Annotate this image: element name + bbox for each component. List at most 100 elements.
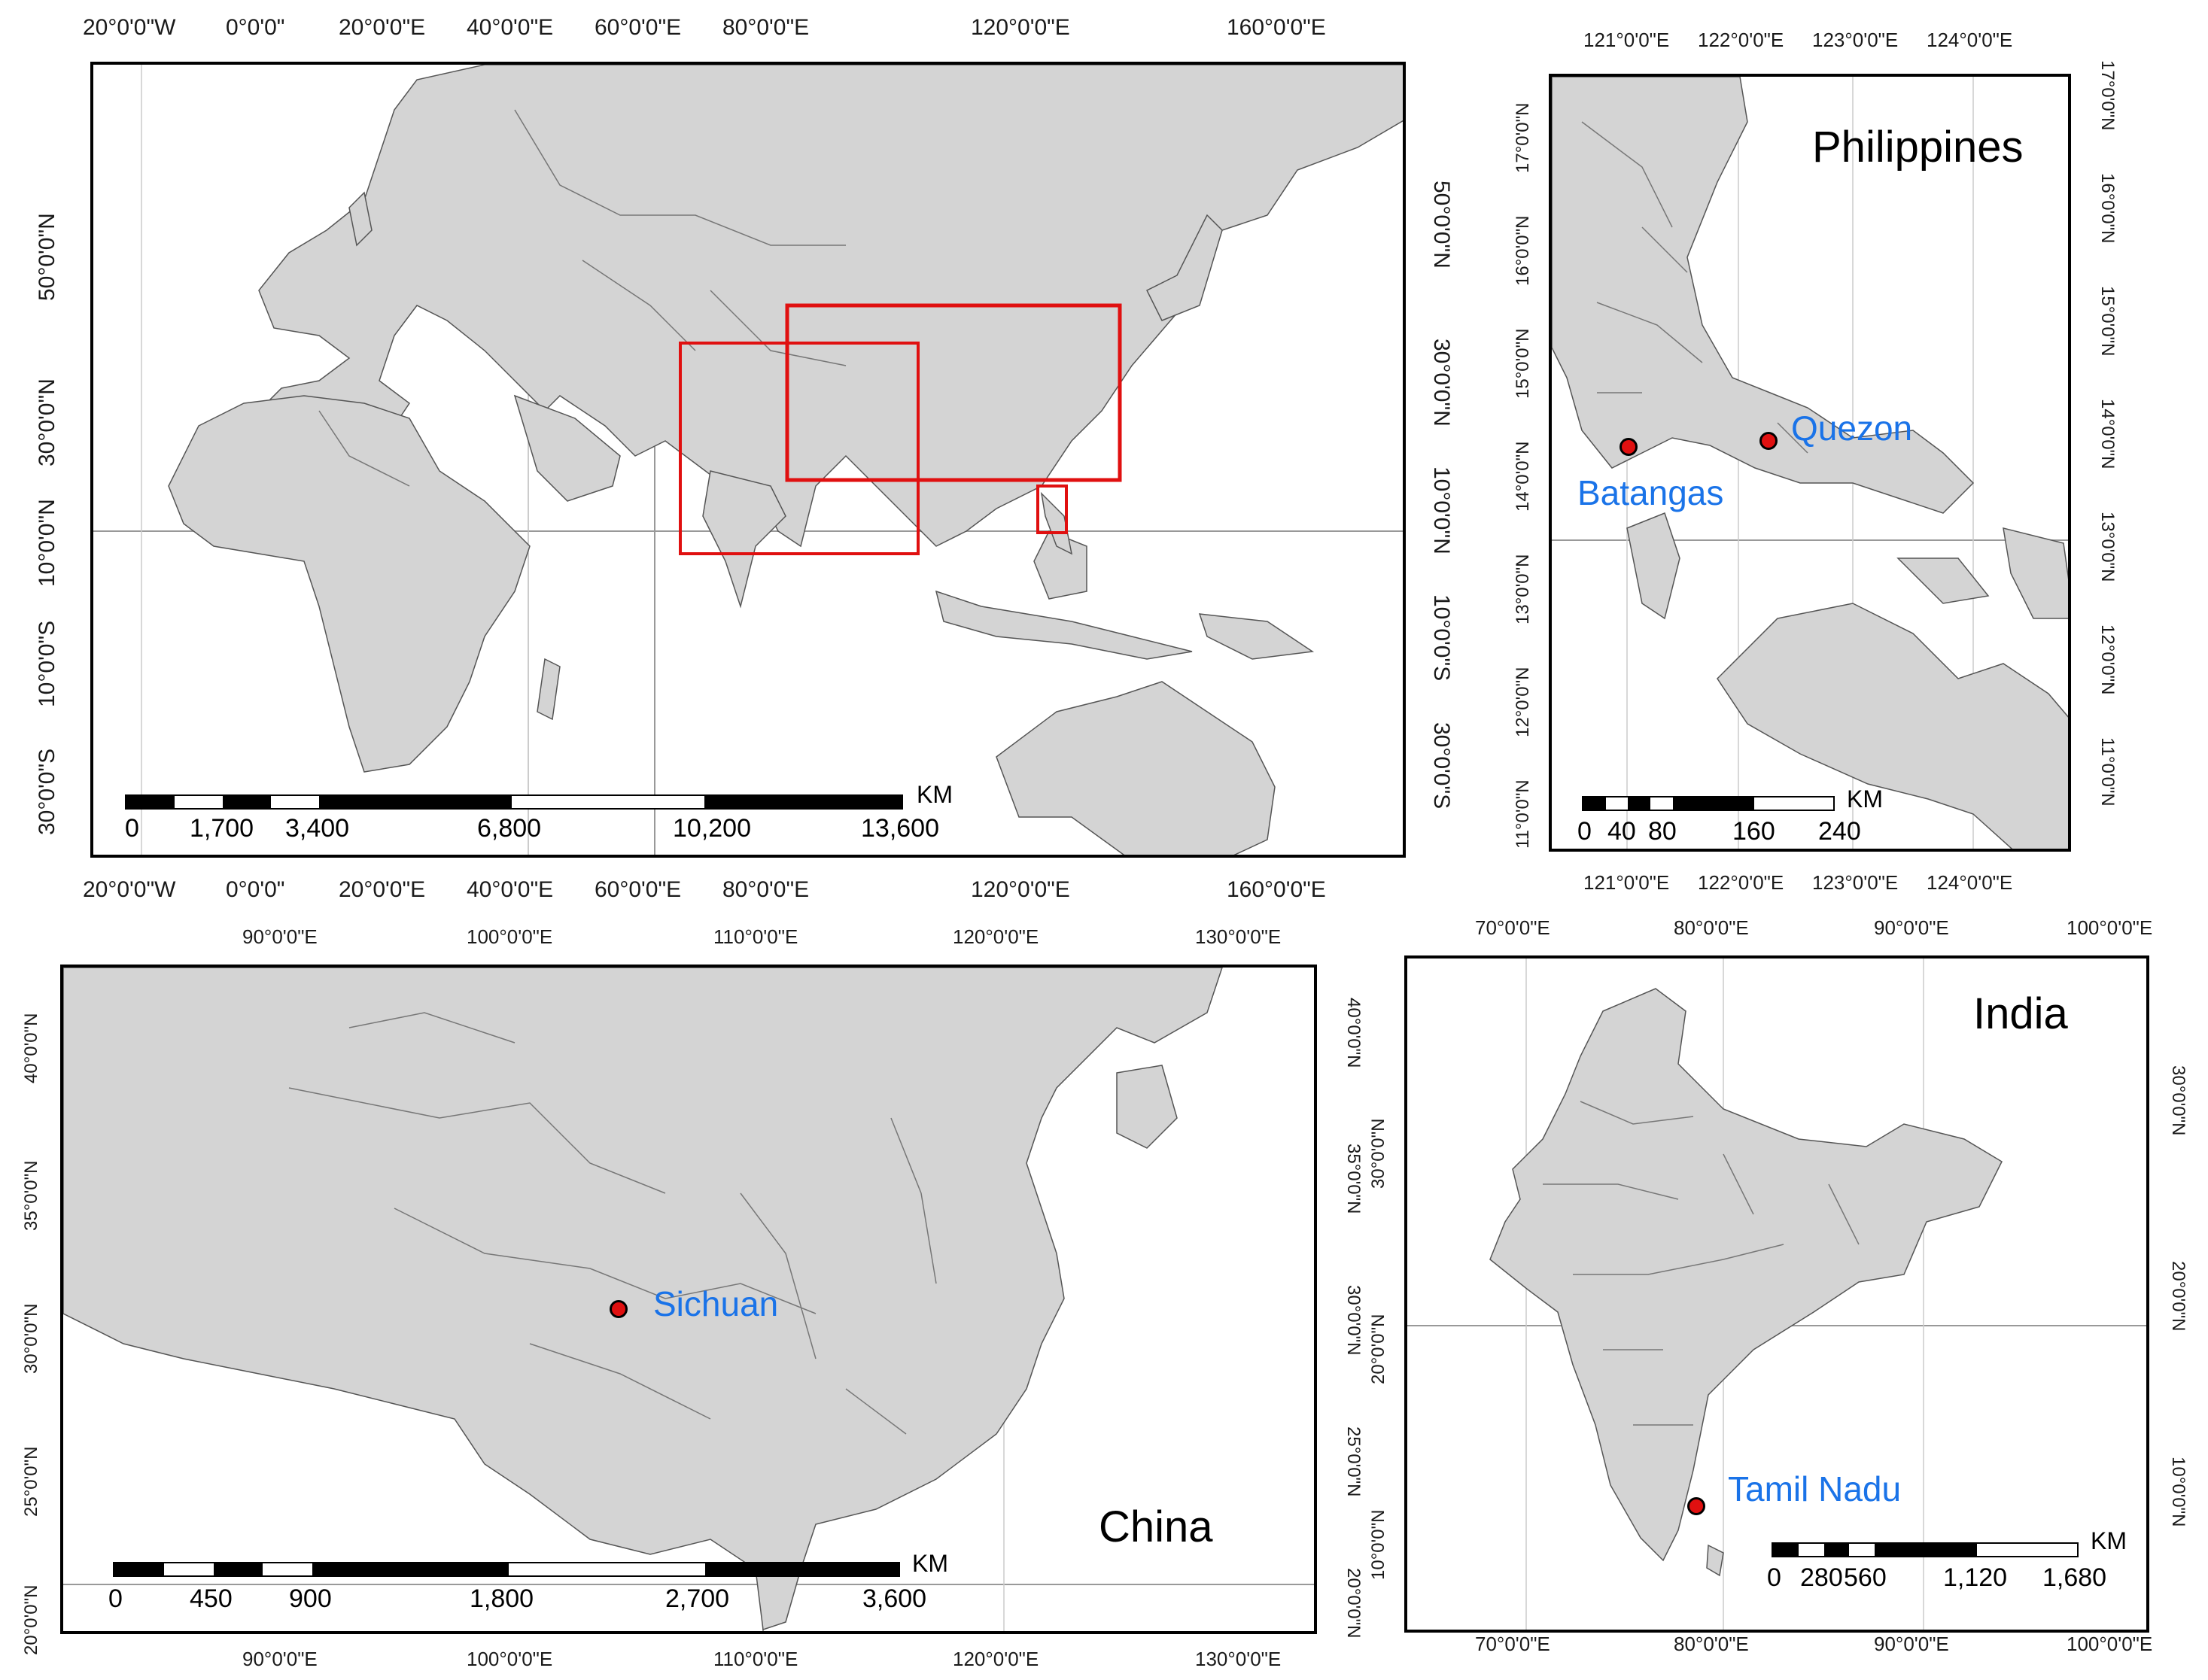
china-map-canvas — [63, 968, 1314, 1631]
korea-landmass — [1116, 1065, 1178, 1149]
china-landmass — [63, 968, 1223, 1631]
philippines-scale-label: 240 — [1818, 817, 1861, 846]
world-lon-top: 0°0'0" — [226, 15, 285, 40]
china-lat-left: 25°0'0"N — [21, 1446, 41, 1517]
world-scale-label: 1,700 — [190, 814, 254, 843]
world-scale-label: 13,600 — [861, 814, 939, 843]
philippines-lon-bottom: 121°0'0"E — [1583, 871, 1670, 894]
india-map-canvas — [1407, 958, 2146, 1630]
philippines-lat-right: 17°0'0"N — [2097, 60, 2118, 131]
china-title: China — [1099, 1502, 1213, 1551]
china-scale-label: 450 — [190, 1584, 233, 1613]
samar-landmass — [2003, 527, 2068, 619]
philippines-scale-label: 80 — [1648, 817, 1677, 846]
world-lon-top: 20°0'0"W — [83, 15, 176, 40]
madagascar-landmass — [537, 658, 561, 721]
india-lon-top: 80°0'0"E — [1674, 916, 1749, 939]
india-lon-bottom: 90°0'0"E — [1874, 1633, 1949, 1655]
china-lon-top: 90°0'0"E — [242, 925, 318, 948]
philippines-lon-top: 124°0'0"E — [1927, 29, 2013, 51]
philippines-scale-label: 40 — [1607, 817, 1636, 846]
world-lon-bottom: 60°0'0"E — [595, 877, 682, 902]
world-lon-top: 120°0'0"E — [971, 15, 1070, 40]
philippines-lon-bottom: 122°0'0"E — [1698, 871, 1784, 894]
batangas-marker — [1620, 438, 1638, 456]
china-scale-label: 3,600 — [862, 1584, 927, 1613]
china-lat-right: 25°0'0"N — [1343, 1426, 1364, 1497]
india-landmass — [702, 470, 786, 609]
world-lon-top: 40°0'0"E — [467, 15, 554, 40]
philippines-lon-top: 123°0'0"E — [1812, 29, 1899, 51]
philippines-scale-unit: KM — [1847, 785, 1883, 813]
philippines-lon-top: 122°0'0"E — [1698, 29, 1784, 51]
philippines-lat-left: 16°0'0"N — [1513, 215, 1533, 286]
india-map-panel: 0 280 560 1,120 1,680 KM India Tamil Nad… — [1404, 955, 2149, 1633]
india-scale-label: 560 — [1844, 1563, 1887, 1592]
india-scale-label: 0 — [1767, 1563, 1781, 1592]
china-lon-bottom: 100°0'0"E — [467, 1648, 553, 1670]
philippines-scale-bar — [1582, 796, 1835, 811]
philippines-lat-left: 12°0'0"N — [1513, 667, 1533, 737]
world-lon-top: 160°0'0"E — [1227, 15, 1326, 40]
china-scale-label: 2,700 — [665, 1584, 730, 1613]
world-scale-bar — [125, 794, 903, 810]
china-scale-unit: KM — [912, 1550, 948, 1577]
philippines-lat-left: 13°0'0"N — [1513, 554, 1533, 624]
india-lon-bottom: 70°0'0"E — [1475, 1633, 1550, 1655]
world-scale-label: 10,200 — [673, 814, 751, 843]
australia-landmass — [996, 681, 1276, 855]
philippines-lat-right: 14°0'0"N — [2097, 399, 2118, 469]
philippines-lat-right: 12°0'0"N — [2097, 624, 2118, 695]
philippines-map-canvas — [1552, 77, 2068, 849]
world-lat-left: 50°0'0"N — [35, 213, 59, 301]
philippines-landmass — [1040, 491, 1073, 555]
world-lon-bottom: 20°0'0"E — [339, 877, 426, 902]
visayas-landmass — [1717, 603, 2068, 849]
india-scale-label: 280 — [1800, 1563, 1843, 1592]
china-lon-top: 110°0'0"E — [713, 925, 798, 948]
india-title: India — [1973, 989, 2068, 1038]
world-scale-label: 0 — [125, 814, 139, 843]
china-lat-right: 20°0'0"N — [1343, 1568, 1364, 1639]
india-lat-left: 30°0'0"N — [1368, 1118, 1388, 1189]
india-scale-unit: KM — [2091, 1527, 2127, 1554]
world-lon-bottom: 120°0'0"E — [971, 877, 1070, 902]
philippines-lon-top: 121°0'0"E — [1583, 29, 1670, 51]
china-lat-right: 30°0'0"N — [1343, 1285, 1364, 1356]
sri-lanka-landmass — [1706, 1544, 1724, 1577]
world-lat-right: 10°0'0"N — [1429, 466, 1454, 554]
quezon-label: Quezon — [1791, 409, 1913, 448]
china-lat-left: 35°0'0"N — [21, 1160, 41, 1231]
sichuan-label: Sichuan — [653, 1284, 779, 1323]
uk-landmass — [348, 191, 373, 247]
india-lat-right: 30°0'0"N — [2168, 1065, 2188, 1136]
philippines-lat-right: 11°0'0"N — [2097, 737, 2118, 807]
china-lon-bottom: 110°0'0"E — [713, 1648, 798, 1670]
world-map-panel: 0 1,700 3,400 6,800 10,200 13,600 KM — [90, 62, 1406, 858]
world-lon-top: 60°0'0"E — [595, 15, 682, 40]
tamil-nadu-marker — [1687, 1497, 1705, 1515]
borneo-landmass — [1033, 530, 1087, 600]
india-lat-left: 10°0'0"N — [1368, 1509, 1388, 1580]
china-lat-left: 40°0'0"N — [21, 1013, 41, 1083]
world-lon-bottom: 20°0'0"W — [83, 877, 176, 902]
world-lon-bottom: 0°0'0" — [226, 877, 285, 902]
philippines-lon-bottom: 123°0'0"E — [1812, 871, 1899, 894]
world-scale-label: 6,800 — [477, 814, 542, 843]
china-scale-label: 1,800 — [470, 1584, 534, 1613]
world-lat-right: 30°0'0"S — [1429, 722, 1454, 810]
india-landmass — [1489, 988, 2003, 1562]
tamil-nadu-label: Tamil Nadu — [1728, 1469, 1902, 1508]
indonesia-landmass — [935, 590, 1193, 660]
philippines-lat-right: 13°0'0"N — [2097, 512, 2118, 582]
philippines-lat-right: 16°0'0"N — [2097, 173, 2118, 244]
china-lat-left: 20°0'0"N — [21, 1584, 41, 1655]
new-guinea-landmass — [1198, 613, 1315, 660]
world-scale-label: 3,400 — [285, 814, 350, 843]
india-lat-left: 20°0'0"N — [1368, 1314, 1388, 1384]
china-lon-top: 100°0'0"E — [467, 925, 553, 948]
philippines-scale-label: 160 — [1732, 817, 1775, 846]
china-scale-bar — [113, 1562, 900, 1577]
world-lat-left: 10°0'0"S — [35, 620, 59, 707]
india-lat-right: 20°0'0"N — [2168, 1261, 2188, 1332]
